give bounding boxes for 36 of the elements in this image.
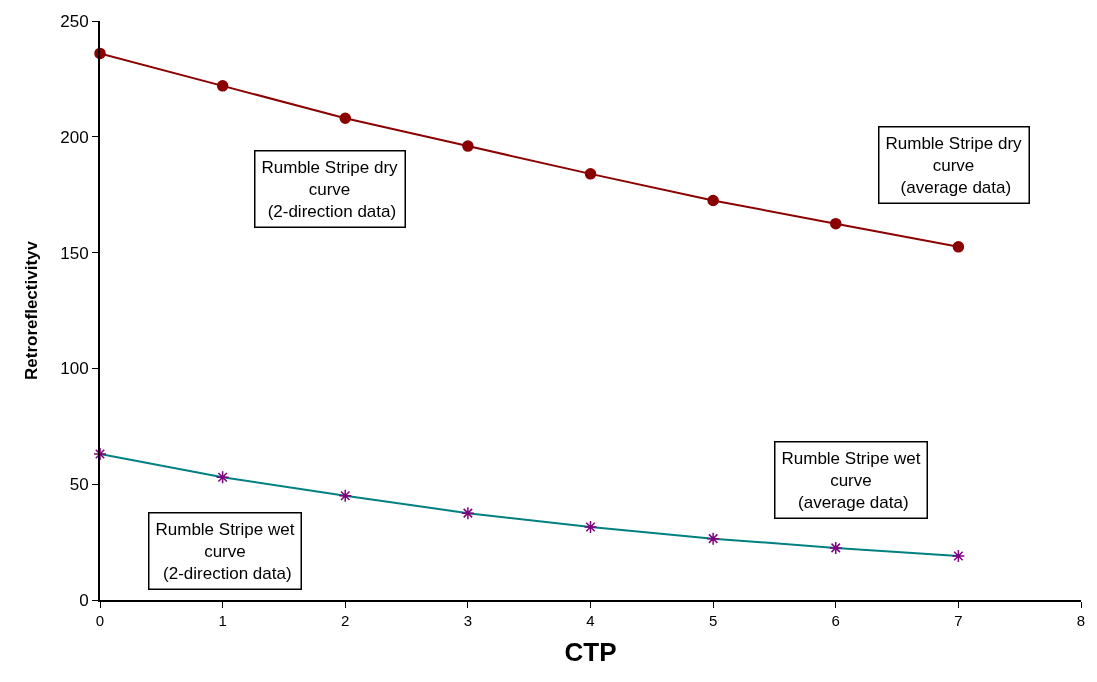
point <box>339 112 351 125</box>
point <box>829 541 843 555</box>
x-tick-label: 6 <box>831 612 840 629</box>
point <box>584 168 597 180</box>
annotation: Rumble Stripe wet curve (average data) <box>781 448 921 512</box>
x-tick-label: 1 <box>218 612 227 629</box>
point <box>462 140 474 152</box>
y-tick-label: 100 <box>60 359 89 379</box>
y-tick-label: 50 <box>69 475 89 495</box>
point <box>93 447 107 461</box>
annotation: Rumble Stripe dry curve (2-direction data) <box>261 157 399 221</box>
point <box>951 549 966 563</box>
y-tick-label: 200 <box>60 127 89 147</box>
x-tick-label: 8 <box>1076 612 1086 629</box>
y-tick-label: 250 <box>60 11 89 31</box>
point <box>830 217 842 230</box>
y-axis-title: Retroreflectivityv <box>22 240 42 380</box>
x-tick-label: 0 <box>95 612 105 629</box>
annotation: Rumble Stripe dry curve (average data) <box>885 133 1023 197</box>
x-tick-label: 3 <box>463 612 473 629</box>
y-tick-label: 150 <box>60 243 89 263</box>
point <box>215 470 230 484</box>
x-tick-label: 5 <box>708 612 718 629</box>
point <box>707 194 719 207</box>
point <box>952 241 965 253</box>
point <box>338 489 352 503</box>
point <box>216 80 229 92</box>
point <box>583 520 598 534</box>
x-tick-label: 2 <box>341 612 350 629</box>
x-axis-title: CTP <box>564 637 617 668</box>
annotation: Rumble Stripe wet curve (2-direction data) <box>155 519 295 583</box>
x-tick-label: 4 <box>586 612 595 629</box>
x-tick-label: 7 <box>954 612 963 629</box>
point <box>706 531 720 546</box>
y-tick-label: 0 <box>79 590 89 610</box>
point <box>461 506 475 520</box>
